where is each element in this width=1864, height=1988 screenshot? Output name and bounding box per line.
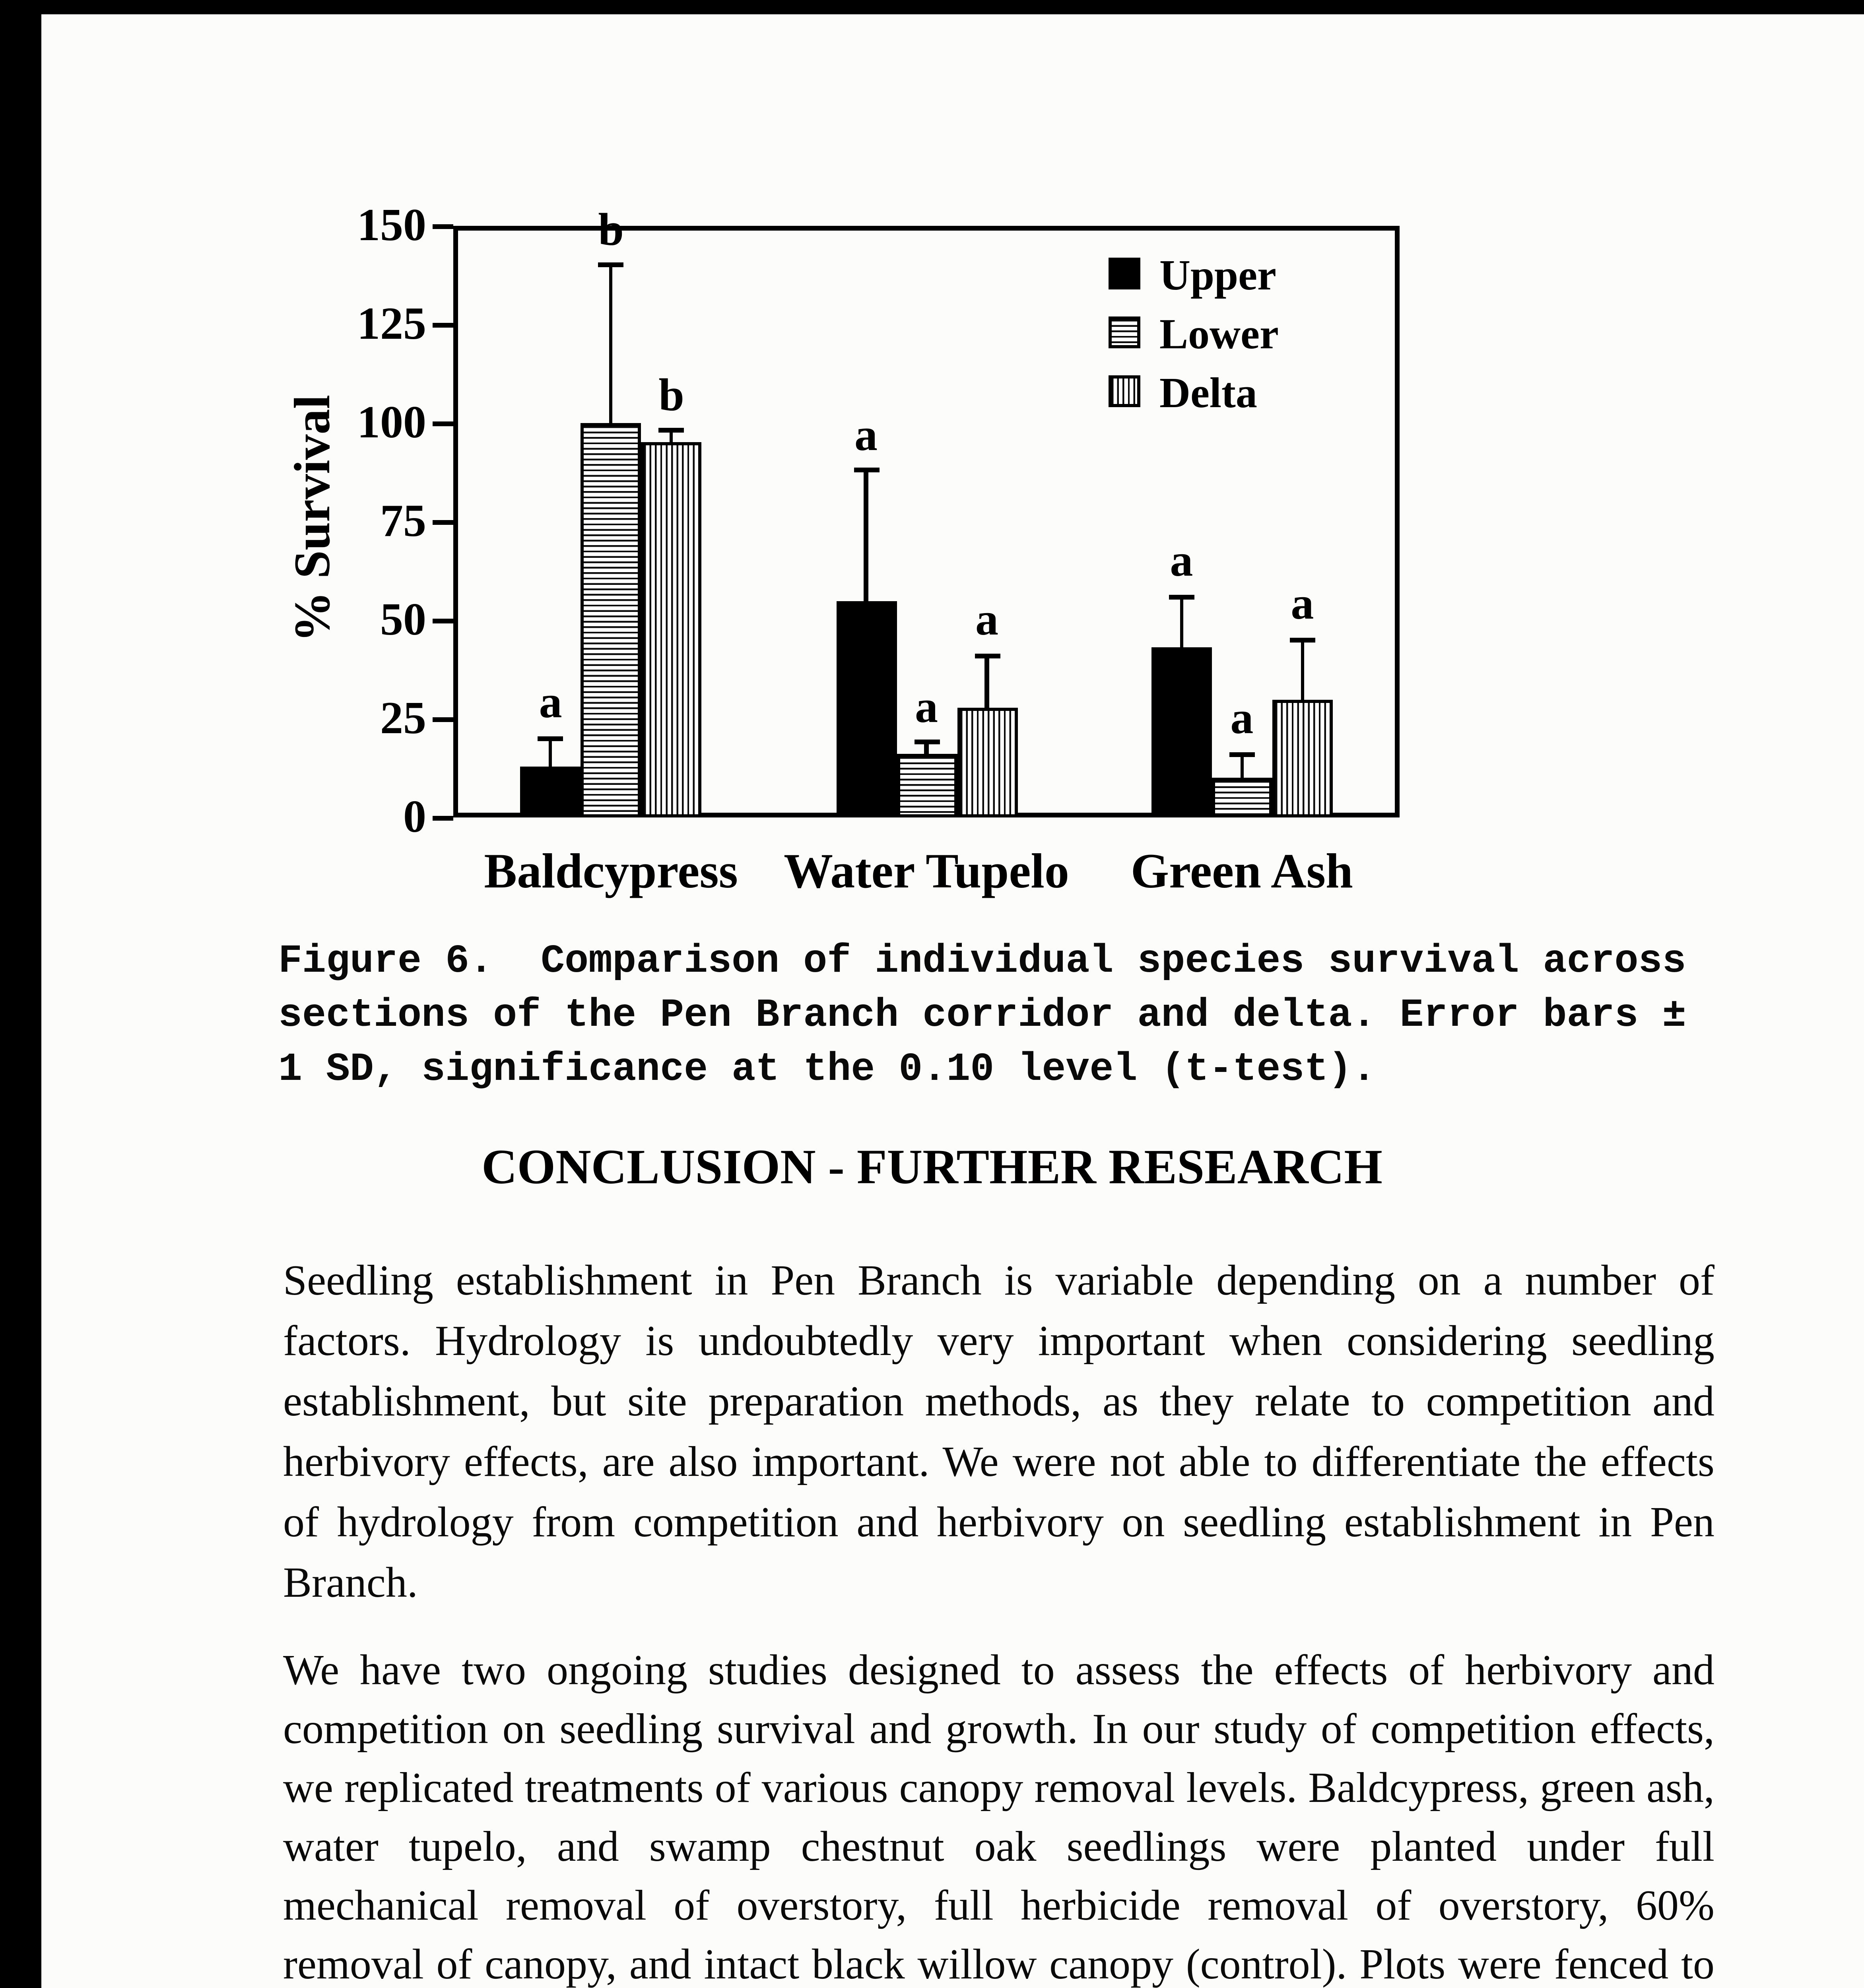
legend-label: Lower xyxy=(1159,310,1279,358)
significance-letter: a xyxy=(1291,579,1314,631)
error-bar xyxy=(1300,640,1305,699)
figure-caption-line: 1 SD, significance at the 0.10 level (t-… xyxy=(278,1046,1376,1093)
y-tick-mark xyxy=(433,322,453,327)
y-tick-label: 50 xyxy=(380,595,426,646)
bar-upper-water-tupelo xyxy=(836,600,896,817)
paragraph: We have two ongoing studies designed to … xyxy=(283,1646,1714,1988)
legend-swatch-delta xyxy=(1109,375,1140,407)
figure-caption-line: Figure 6. Comparison of individual speci… xyxy=(278,938,1686,984)
figure-caption: Figure 6. Comparison of individual speci… xyxy=(278,935,1742,1097)
y-tick-mark xyxy=(433,716,453,721)
bar-lower-green-ash xyxy=(1212,778,1272,817)
bar-lower-water-tupelo xyxy=(896,754,957,817)
legend-swatch-upper xyxy=(1109,258,1140,289)
legend-label: Upper xyxy=(1159,251,1276,299)
error-bar-cap xyxy=(598,263,624,268)
bar-delta-green-ash xyxy=(1272,699,1333,817)
figure6-bar-chart: % Survival 0 25 50 75 100 125 150 Baldcypress a b… xyxy=(48,175,1813,954)
scan-edge-top xyxy=(0,0,1864,14)
bar-upper-green-ash xyxy=(1151,648,1212,817)
y-tick-mark xyxy=(433,223,453,228)
section-heading: CONCLUSION - FURTHER RESEARCH xyxy=(482,1139,1382,1194)
legend-swatch-lower xyxy=(1109,316,1140,348)
error-bar-cap xyxy=(1289,637,1315,643)
significance-letter: a xyxy=(854,410,878,461)
x-category-label: Baldcypress xyxy=(484,843,738,899)
significance-letter: a xyxy=(975,595,998,646)
error-bar-cap xyxy=(974,653,1000,658)
bar-delta-baldcypress xyxy=(641,443,702,817)
error-bar xyxy=(548,738,553,766)
y-tick-label: 75 xyxy=(380,496,426,547)
figure-caption-line: sections of the Pen Branch corridor and … xyxy=(278,992,1686,1039)
y-tick-mark xyxy=(433,421,453,425)
y-tick-label: 0 xyxy=(403,792,426,843)
error-bar xyxy=(1179,596,1184,648)
y-tick-mark xyxy=(433,618,453,623)
x-category-label: Water Tupelo xyxy=(784,843,1069,899)
bar-lower-baldcypress xyxy=(581,423,641,817)
x-category-label: Green Ash xyxy=(1130,843,1353,899)
error-bar-cap xyxy=(538,736,563,741)
scan-edge-left xyxy=(0,0,41,1988)
y-tick-label: 150 xyxy=(357,200,426,251)
error-bar xyxy=(669,431,674,443)
error-bar-cap xyxy=(1229,752,1255,757)
error-bar-cap xyxy=(853,468,879,473)
y-tick-label: 25 xyxy=(380,693,426,744)
error-bar-cap xyxy=(914,740,939,745)
y-tick-mark xyxy=(433,815,453,820)
significance-letter: a xyxy=(1170,536,1193,587)
error-bar-cap xyxy=(658,428,684,433)
y-tick-label: 125 xyxy=(357,299,426,350)
error-bar-cap xyxy=(1169,594,1194,599)
significance-letter: a xyxy=(539,678,562,729)
significance-letter: b xyxy=(658,370,684,421)
bar-delta-water-tupelo xyxy=(957,707,1017,817)
significance-letter: a xyxy=(1230,694,1254,745)
error-bar xyxy=(985,656,989,707)
y-tick-label: 100 xyxy=(357,398,426,448)
significance-letter: a xyxy=(915,682,938,733)
paragraph: Seedling establishment in Pen Branch is … xyxy=(283,1256,1714,1606)
significance-letter: b xyxy=(598,205,624,256)
error-bar xyxy=(1240,754,1244,778)
error-bar xyxy=(609,265,613,423)
y-tick-mark xyxy=(433,519,453,524)
bar-upper-baldcypress xyxy=(520,766,581,817)
error-bar xyxy=(864,470,868,601)
legend-label: Delta xyxy=(1159,369,1257,417)
error-bar xyxy=(924,742,928,755)
